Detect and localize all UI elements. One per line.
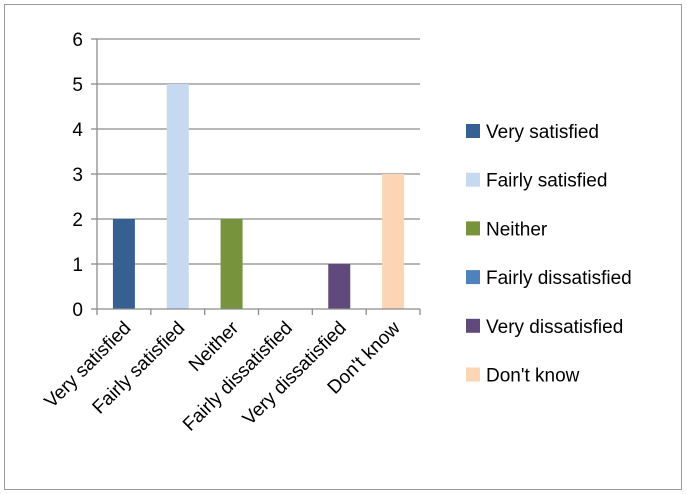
axes: [91, 39, 420, 315]
bars: [113, 84, 404, 309]
y-tick-label: 0: [72, 300, 83, 321]
legend-entry-label: Fairly satisfied: [486, 171, 607, 192]
legend-swatch: [466, 270, 480, 284]
legend-swatch: [466, 173, 480, 187]
legend-swatch: [466, 368, 480, 382]
y-tick-label: 1: [72, 255, 83, 276]
y-tick-label: 4: [72, 120, 83, 141]
legend-entry-label: Very dissatisfied: [486, 317, 623, 338]
legend-entry-label: Neither: [486, 219, 548, 240]
legend-entry-label: Very satisfied: [486, 122, 599, 143]
x-tick-label: Fairly satisfied: [89, 318, 190, 419]
legend-swatch: [466, 319, 480, 333]
legend: Very satisfied Fairly satisfied Neither Fai…: [466, 122, 632, 387]
y-tick-label: 2: [72, 210, 83, 231]
bar: [221, 219, 243, 309]
bar: [167, 84, 189, 309]
y-axis-tick-labels: 0 1 2 3 4 5 6: [72, 30, 83, 321]
y-tick-label: 6: [72, 30, 83, 51]
legend-swatch: [466, 221, 480, 235]
legend-entry-label: Fairly dissatisfied: [486, 268, 632, 289]
legend-entry-label: Don't know: [486, 366, 580, 387]
legend-swatch: [466, 124, 480, 138]
y-tick-label: 5: [72, 75, 83, 96]
bar: [382, 174, 404, 309]
bar: [113, 219, 135, 309]
bar: [328, 264, 350, 309]
grid-lines: [97, 39, 420, 264]
y-tick-label: 3: [72, 165, 83, 186]
